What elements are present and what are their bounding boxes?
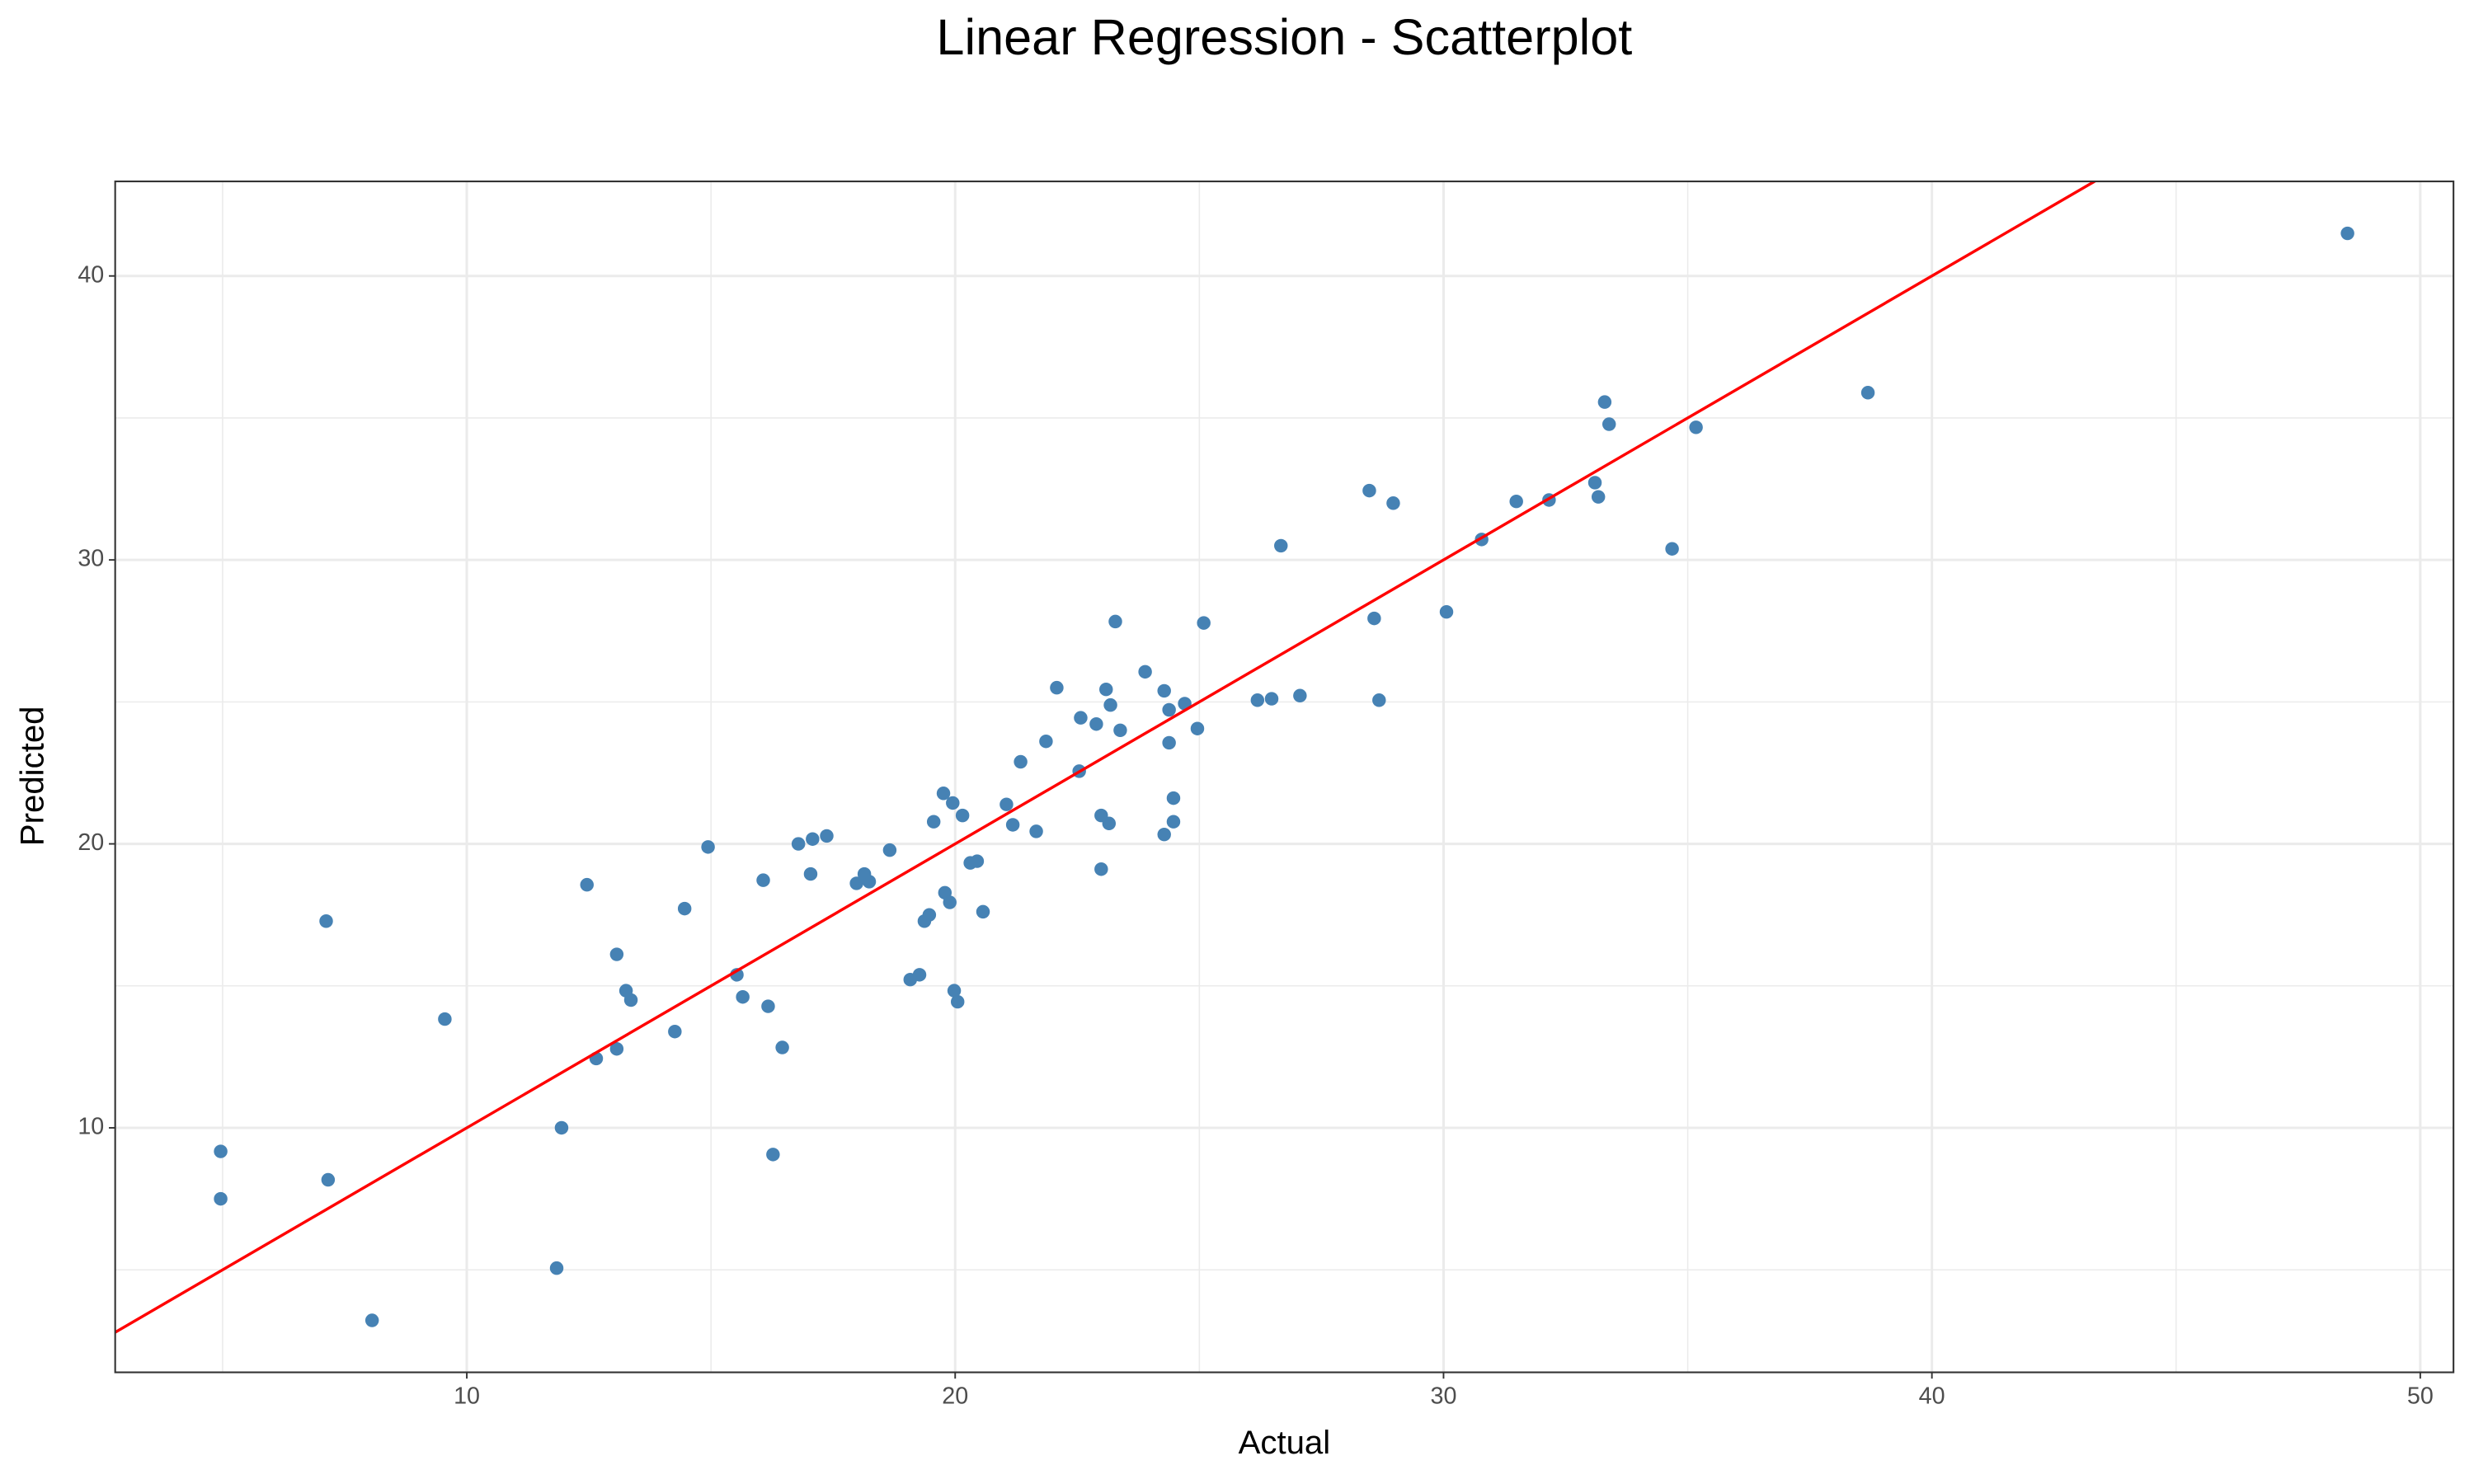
point [1591,490,1606,504]
point [701,840,715,854]
point [1274,538,1288,553]
point [955,808,970,823]
point [1074,711,1088,725]
point [775,1040,789,1054]
point [1602,417,1616,431]
point [1162,735,1176,750]
point [1108,614,1122,629]
point [554,1120,569,1135]
chart-title: Linear Regression - Scatterplot [936,9,1632,65]
point [1587,476,1602,490]
x-tick-label: 20 [942,1383,968,1410]
point [1029,824,1043,838]
point [623,993,638,1007]
point [609,947,624,961]
point [803,866,818,881]
point [319,914,333,928]
point [1264,692,1279,706]
point [1386,496,1400,510]
point [609,1042,624,1056]
point [1039,735,1053,749]
point [806,832,820,846]
point [1860,386,1875,400]
point [1293,688,1307,703]
point [1094,862,1108,876]
point [1050,680,1064,695]
point [1197,616,1211,630]
point [668,1025,682,1039]
point [926,815,941,829]
reference-line [115,181,2098,1334]
x-tick-label: 10 [454,1383,480,1410]
x-tick-label: 30 [1430,1383,1456,1410]
point [1367,611,1381,626]
point [1005,818,1020,832]
point [1665,542,1679,556]
point [950,994,965,1009]
point [1372,693,1386,707]
point [677,901,692,916]
point [1102,816,1117,830]
point [321,1172,336,1187]
point [1509,494,1523,509]
point [549,1261,564,1275]
point [946,796,960,810]
point [1689,420,1703,434]
point [1157,827,1171,842]
point [936,787,951,801]
point [756,873,770,887]
point [438,1012,452,1026]
point [947,984,962,998]
point [976,904,990,919]
point [1099,682,1113,697]
x-tick-label: 50 [2407,1383,2434,1410]
point [903,972,917,987]
point [963,856,977,870]
point [917,914,932,928]
point [849,876,863,890]
point [1138,665,1152,679]
point [214,1144,228,1158]
point [1439,604,1454,619]
point [1250,693,1265,707]
y-axis-title: Predicted [14,706,51,846]
point [1089,716,1103,731]
panel-border [114,180,2455,1374]
point [365,1313,379,1327]
point [761,999,775,1013]
point [736,989,750,1004]
point [1597,395,1612,409]
point [2340,226,2354,241]
point [766,1148,780,1162]
point [1157,683,1171,698]
point [580,877,594,892]
point [1162,702,1176,717]
point [791,837,806,851]
y-tick-label: 20 [78,829,104,856]
point [1190,721,1205,735]
point [999,797,1014,811]
point [882,843,897,857]
point [1113,723,1127,738]
point [862,875,877,889]
point [943,895,957,909]
point [1014,754,1028,769]
point [1166,791,1181,805]
y-tick-label: 10 [78,1114,104,1140]
point [1103,697,1117,712]
x-tick-label: 40 [1919,1383,1945,1410]
x-axis-title: Actual [1239,1424,1331,1461]
point [1166,815,1181,829]
point [820,829,834,843]
y-tick-label: 40 [78,261,104,288]
y-tick-label: 30 [78,546,104,572]
point [214,1191,228,1206]
point [1362,483,1376,498]
